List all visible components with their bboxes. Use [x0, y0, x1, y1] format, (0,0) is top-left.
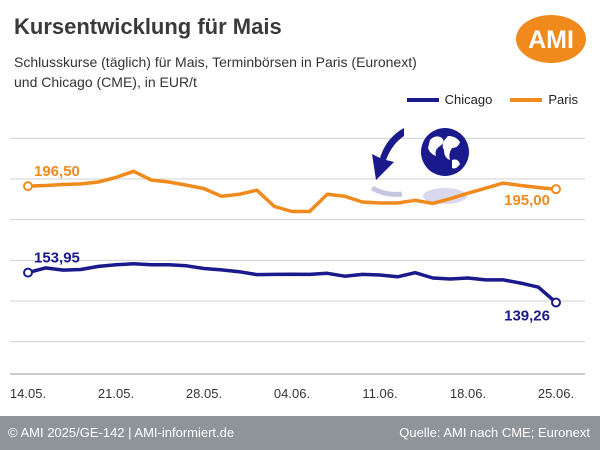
point-paris-0 — [23, 181, 33, 192]
legend-label-chicago: Chicago — [444, 92, 493, 107]
label-last-paris: 195,00 — [504, 192, 550, 209]
x-tick-label-6: 25.06. — [538, 386, 574, 401]
legend-label-paris: Paris — [548, 92, 578, 107]
arrow-icon-reflection — [370, 185, 403, 197]
label-first-chicago: 153,95 — [34, 250, 80, 267]
label-first-paris: 196,50 — [34, 163, 80, 180]
label-last-chicago: 139,26 — [504, 308, 550, 325]
series-line-paris — [27, 169, 557, 214]
ami-logo: AMI — [516, 15, 586, 63]
footer-bar: © AMI 2025/GE-142 | AMI-informiert.de Qu… — [0, 416, 600, 450]
arrow-icon-swoosh — [372, 128, 404, 180]
legend: Chicago Paris — [389, 92, 578, 107]
legend-item-paris: Paris — [510, 92, 578, 107]
x-tick-label-3: 04.06. — [274, 386, 310, 401]
point-chicago-0 — [23, 267, 33, 278]
chart-title: Kursentwicklung für Mais — [14, 14, 282, 39]
series-layer — [23, 169, 561, 308]
grid-layer — [10, 137, 585, 375]
legend-swatch-paris — [510, 97, 543, 102]
x-tick-label-2: 28.05. — [186, 386, 222, 401]
globe-icon — [421, 128, 469, 204]
label-layer: 153,95 139,26 196,50 195,00 — [34, 163, 550, 324]
x-tick-label-4: 11.06. — [362, 386, 397, 401]
globe-icon-reflection — [423, 188, 467, 204]
globe-icon-land — [428, 136, 460, 169]
line-chart: 153,95 139,26 196,50 195,00 14.05. 21.05. 28.… — [10, 128, 585, 401]
x-tick-label-0: 14.05. — [10, 386, 46, 401]
point-paris-30 — [551, 184, 561, 195]
legend-swatch-chicago — [406, 97, 439, 102]
ami-logo-text: AMI — [528, 26, 574, 54]
x-tick-label-1: 21.05. — [98, 386, 134, 401]
chart-subtitle: Schlusskurse (täglich) für Mais, Terminb… — [14, 54, 417, 90]
legend-item-chicago: Chicago — [406, 92, 493, 107]
ami-logo-ellipse — [516, 15, 586, 63]
globe-icon-group — [370, 128, 469, 204]
x-tick-label-5: 18.06. — [450, 386, 486, 401]
point-chicago-30 — [551, 297, 561, 308]
arrow-icon — [370, 128, 404, 197]
footer-source: Quelle: AMI nach CME; Euronext — [399, 425, 590, 440]
footer-copyright: © AMI 2025/GE-142 | AMI-informiert.de — [8, 425, 235, 440]
series-line-chicago — [27, 262, 558, 304]
tick-layer: 14.05. 21.05. 28.05. 04.06. 11.06. 18.06. 25.0… — [10, 386, 574, 401]
